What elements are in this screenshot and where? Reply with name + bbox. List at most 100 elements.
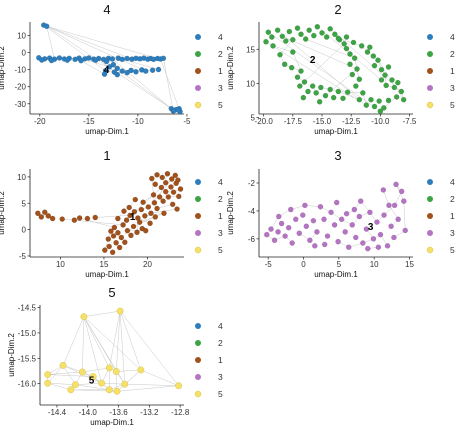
data-point <box>306 27 313 34</box>
edge <box>62 218 124 226</box>
data-point <box>302 36 309 42</box>
edge <box>304 205 321 207</box>
edge <box>292 51 302 72</box>
cluster-label: 1 <box>130 212 136 223</box>
edge <box>83 310 121 317</box>
data-point <box>356 96 363 103</box>
data-point <box>313 90 320 96</box>
legend-swatch <box>427 213 433 219</box>
data-point <box>371 62 378 69</box>
data-point <box>349 71 356 78</box>
y-tick-label: -10 <box>14 66 26 75</box>
data-point <box>121 380 129 388</box>
data-point <box>398 88 405 95</box>
legend-swatch <box>426 101 434 109</box>
data-point <box>38 214 45 220</box>
data-point <box>132 196 139 203</box>
data-point <box>177 186 184 192</box>
legend-swatch <box>427 196 433 202</box>
edge <box>83 316 110 369</box>
y-axis-label: umap-Dim.2 <box>226 191 235 235</box>
data-point <box>263 38 269 45</box>
data-point <box>133 68 139 75</box>
data-point <box>354 66 360 72</box>
data-point <box>160 55 167 62</box>
edge <box>83 316 102 384</box>
legend-label: 4 <box>218 177 223 187</box>
x-tick-label: -14.4 <box>48 408 67 417</box>
data-point <box>45 213 52 219</box>
data-point <box>271 237 278 244</box>
data-point <box>158 184 165 191</box>
legend-swatch <box>195 374 201 380</box>
y-tick-label: 5 <box>251 113 256 122</box>
data-point <box>67 386 75 394</box>
data-point <box>76 215 83 221</box>
x-axis-label: umap-Dim.1 <box>85 270 129 279</box>
data-point <box>113 387 121 395</box>
y-axis-label: umap-Dim.2 <box>226 46 235 90</box>
data-points <box>263 181 409 252</box>
legend-label: 2 <box>218 338 223 348</box>
data-point <box>294 25 301 31</box>
edge <box>47 371 83 375</box>
data-point <box>281 61 288 68</box>
x-tick-label: -13.2 <box>140 408 159 417</box>
data-point <box>126 204 133 211</box>
data-point <box>333 199 340 206</box>
data-point <box>80 313 88 321</box>
data-point <box>111 224 118 231</box>
edge <box>101 382 125 385</box>
data-point <box>98 379 106 387</box>
data-point <box>380 105 387 111</box>
edge <box>95 215 131 218</box>
data-point <box>86 55 92 61</box>
edge <box>75 382 102 385</box>
data-point <box>310 32 317 39</box>
data-point <box>321 241 328 248</box>
y-tick-label: 10 <box>17 32 26 41</box>
data-point <box>118 234 125 241</box>
chart-title: 4 <box>103 2 110 17</box>
data-point <box>384 242 391 249</box>
data-point <box>268 226 274 232</box>
legend-swatch <box>427 85 433 91</box>
edge <box>46 26 55 60</box>
edge <box>62 365 76 385</box>
legend-swatch <box>195 357 201 363</box>
edge <box>116 369 142 392</box>
x-tick-label: -14.0 <box>79 408 98 417</box>
edge <box>279 39 294 55</box>
edge <box>62 316 85 366</box>
legend-label: 2 <box>450 194 455 204</box>
data-point <box>115 229 121 236</box>
edge <box>139 213 165 223</box>
data-points <box>44 307 183 395</box>
edge <box>305 38 355 59</box>
data-point <box>363 102 370 108</box>
data-point <box>149 67 156 74</box>
data-point <box>391 84 398 91</box>
data-point <box>277 51 283 58</box>
data-point <box>119 68 126 74</box>
chart-title: 5 <box>108 285 115 300</box>
data-point <box>101 71 108 77</box>
data-point <box>71 381 79 389</box>
legend-label: 2 <box>450 49 455 59</box>
chart-title: 2 <box>334 2 341 17</box>
chart-panel-5: 5 -14.4 -14.0 -13.6 -13.2 -12.8 -16.0 -15.5 -15.… <box>7 285 223 427</box>
legend-label: 2 <box>218 194 223 204</box>
data-point <box>381 212 387 218</box>
data-point <box>375 244 382 251</box>
x-tick-label: -12.5 <box>342 117 361 126</box>
edge <box>119 311 125 385</box>
data-point <box>338 216 345 223</box>
data-point <box>116 307 124 315</box>
edge <box>388 205 399 220</box>
data-point <box>142 68 149 74</box>
y-tick-label: -15.5 <box>18 354 37 363</box>
data-point <box>121 208 127 215</box>
x-tick-label: 0 <box>301 260 306 269</box>
data-point <box>364 49 371 55</box>
legend-swatch <box>427 68 433 74</box>
